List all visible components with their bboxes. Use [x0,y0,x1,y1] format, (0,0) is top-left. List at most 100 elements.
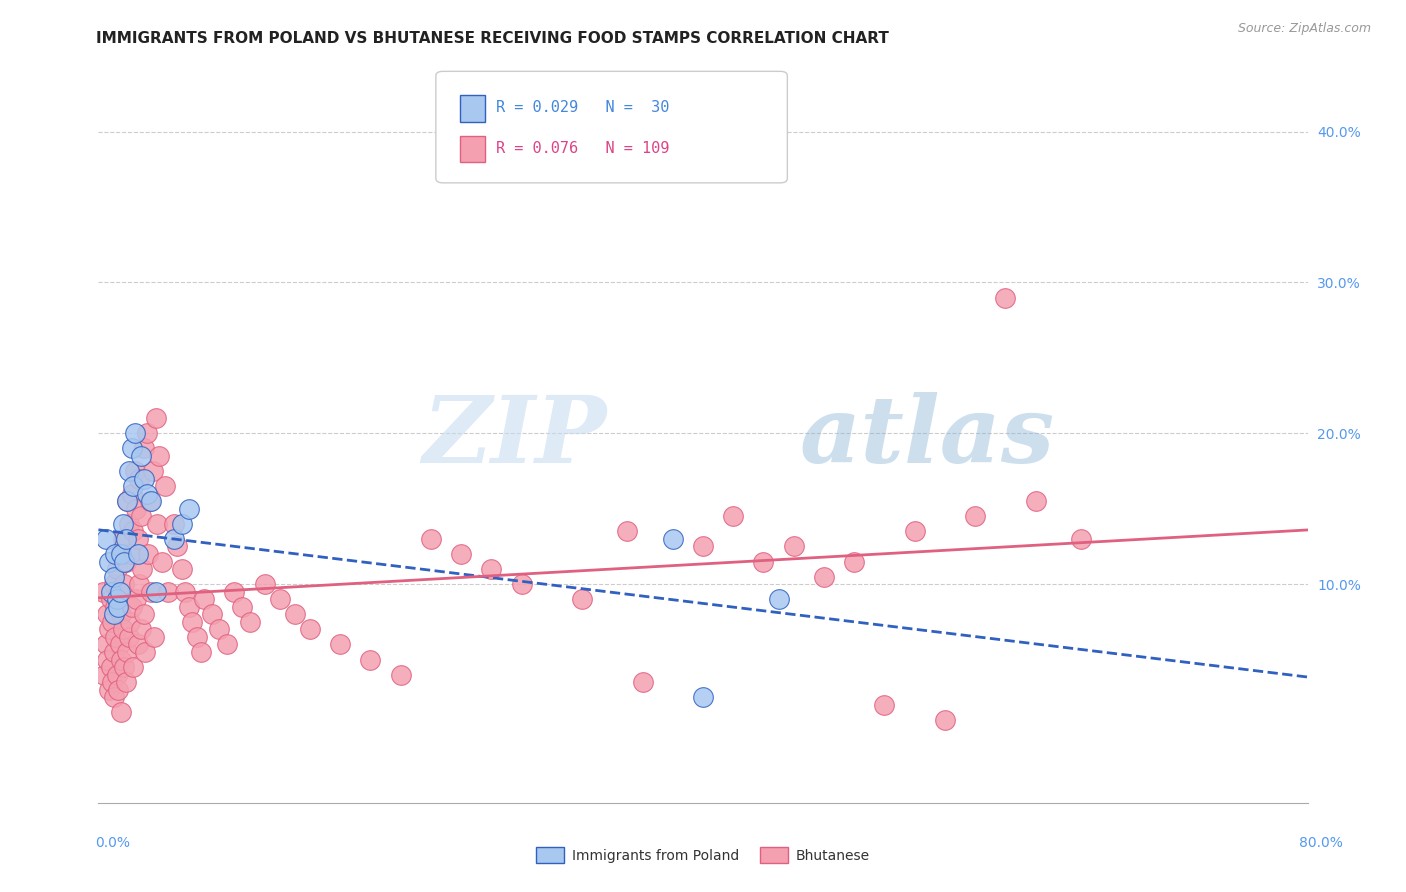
Point [173,584,195,599]
Text: ZIP: ZIP [422,392,606,482]
Point [661,532,683,546]
Point [122,479,145,493]
Point [179,501,201,516]
Point [153,479,176,493]
Point [91,584,114,599]
Point [104,547,127,561]
Point [873,698,896,712]
Point [127,532,149,546]
Point [108,637,131,651]
Point [450,547,472,561]
Point [193,592,215,607]
Text: IMMIGRANTS FROM POLAND VS BHUTANESE RECEIVING FOOD STAMPS CORRELATION CHART: IMMIGRANTS FROM POLAND VS BHUTANESE RECE… [96,31,889,46]
Point [107,682,129,697]
Point [201,607,224,622]
Point [120,615,142,629]
Point [813,569,835,583]
Point [103,607,125,622]
Point [904,524,927,539]
Point [360,652,382,666]
Point [103,577,125,591]
Point [127,547,149,561]
Point [616,524,638,539]
Point [132,442,155,456]
Point [481,562,503,576]
Point [103,645,125,659]
Text: R = 0.076   N = 109: R = 0.076 N = 109 [496,141,669,155]
Point [752,554,775,568]
Point [148,449,170,463]
Point [150,554,173,568]
Text: 80.0%: 80.0% [1299,836,1343,850]
Point [124,464,146,478]
Point [145,411,167,425]
Point [112,554,135,568]
Point [121,442,143,456]
Point [98,682,121,697]
Point [253,577,276,591]
Point [120,547,142,561]
Point [108,547,131,561]
Point [284,607,307,622]
Point [420,532,443,546]
Point [115,645,138,659]
Text: atlas: atlas [800,392,1054,482]
Point [128,577,150,591]
Point [1024,494,1046,508]
Point [141,584,163,599]
Point [98,623,121,637]
Point [114,554,136,568]
Point [181,615,204,629]
Point [965,509,987,524]
Point [100,584,122,599]
Point [208,623,231,637]
Point [571,592,593,607]
Point [110,547,132,561]
Point [190,645,212,659]
Point [136,547,159,561]
Point [1070,532,1092,546]
Point [142,464,165,478]
Point [100,592,122,607]
Point [768,592,790,607]
Point [105,592,128,607]
Point [103,569,125,583]
Point [104,630,127,644]
Point [224,584,246,599]
Point [111,532,134,546]
Point [692,540,714,554]
Point [122,524,145,539]
Point [115,494,138,508]
Point [135,486,157,500]
Point [179,599,201,614]
Point [122,660,145,674]
Point [114,532,136,546]
Point [110,607,132,622]
Point [510,577,533,591]
Point [118,464,141,478]
Point [118,630,141,644]
Point [107,599,129,614]
Point [166,540,188,554]
Point [118,516,141,531]
Point [94,637,117,651]
Point [783,540,806,554]
Point [105,667,128,681]
Point [186,630,208,644]
Point [994,291,1017,305]
Point [121,486,143,500]
Point [112,660,135,674]
Point [163,516,186,531]
Text: 0.0%: 0.0% [96,836,131,850]
Point [103,690,125,705]
Point [96,652,118,666]
Point [107,584,129,599]
Point [131,562,153,576]
Point [215,637,238,651]
Point [112,577,135,591]
Point [132,607,155,622]
Point [143,630,166,644]
Point [631,675,654,690]
Point [692,690,714,705]
Point [125,501,148,516]
